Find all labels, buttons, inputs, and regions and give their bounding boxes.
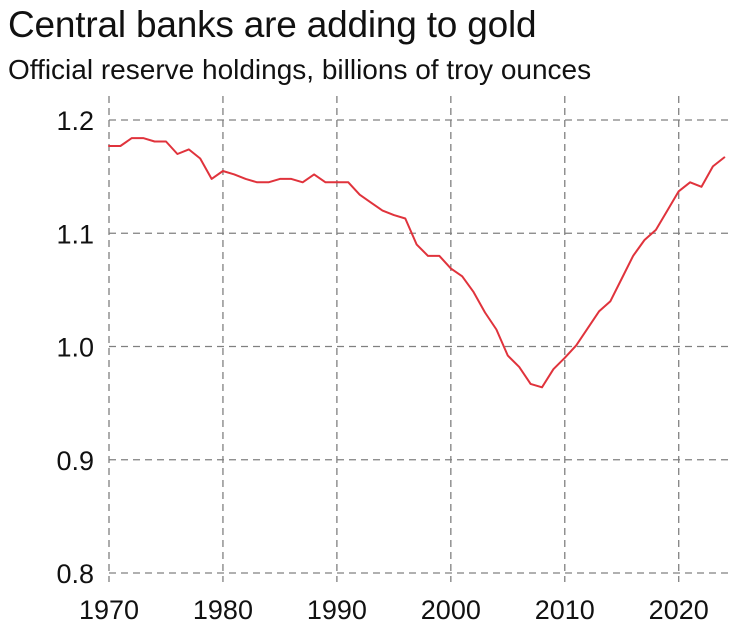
chart-subtitle: Official reserve holdings, billions of t… bbox=[8, 54, 592, 85]
x-tick-label: 2010 bbox=[535, 595, 595, 625]
x-tick-label: 2000 bbox=[421, 595, 481, 625]
series-line bbox=[108, 137, 726, 389]
chart-title: Central banks are adding to gold bbox=[8, 4, 537, 45]
gridlines bbox=[108, 96, 733, 582]
x-tick-label: 1980 bbox=[193, 595, 253, 625]
y-tick-label: 1.1 bbox=[56, 219, 94, 249]
y-tick-label: 1.0 bbox=[56, 333, 94, 363]
y-tick-label: 0.9 bbox=[56, 446, 94, 476]
series-layer bbox=[108, 137, 726, 389]
x-tick-label: 1990 bbox=[307, 595, 367, 625]
x-tick-label: 1970 bbox=[79, 595, 139, 625]
x-axis-ticks: 1970 1980 1990 2000 2010 2020 bbox=[79, 595, 709, 625]
y-axis-ticks: 0.8 0.9 1.0 1.1 1.2 bbox=[56, 106, 94, 589]
y-tick-label: 0.8 bbox=[56, 559, 94, 589]
x-tick-label: 2020 bbox=[649, 595, 709, 625]
y-tick-label: 1.2 bbox=[56, 106, 94, 136]
